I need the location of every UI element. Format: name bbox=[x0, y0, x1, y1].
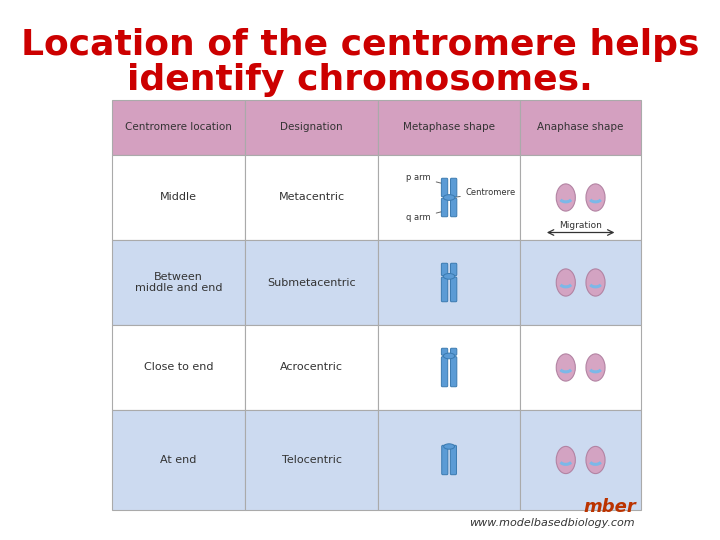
FancyBboxPatch shape bbox=[520, 325, 642, 410]
FancyBboxPatch shape bbox=[378, 240, 520, 325]
FancyBboxPatch shape bbox=[441, 356, 448, 387]
FancyBboxPatch shape bbox=[451, 198, 456, 217]
Text: Centromere: Centromere bbox=[455, 188, 516, 197]
FancyBboxPatch shape bbox=[441, 348, 448, 355]
Text: Centromere location: Centromere location bbox=[125, 123, 232, 132]
Text: p arm: p arm bbox=[406, 173, 444, 184]
FancyBboxPatch shape bbox=[520, 155, 642, 240]
FancyBboxPatch shape bbox=[441, 198, 448, 217]
Text: Submetacentric: Submetacentric bbox=[267, 278, 356, 287]
Text: Close to end: Close to end bbox=[144, 362, 213, 373]
Text: mber: mber bbox=[583, 498, 636, 516]
Ellipse shape bbox=[586, 184, 605, 211]
Ellipse shape bbox=[557, 354, 575, 381]
Text: Location of the centromere helps: Location of the centromere helps bbox=[21, 28, 699, 62]
Text: Acrocentric: Acrocentric bbox=[280, 362, 343, 373]
FancyBboxPatch shape bbox=[441, 263, 448, 275]
FancyBboxPatch shape bbox=[441, 178, 448, 197]
FancyBboxPatch shape bbox=[520, 410, 642, 510]
Ellipse shape bbox=[557, 269, 575, 296]
FancyBboxPatch shape bbox=[442, 446, 448, 475]
Ellipse shape bbox=[586, 269, 605, 296]
Ellipse shape bbox=[444, 353, 455, 359]
Ellipse shape bbox=[557, 447, 575, 474]
Ellipse shape bbox=[586, 354, 605, 381]
FancyBboxPatch shape bbox=[112, 155, 245, 240]
Ellipse shape bbox=[444, 194, 455, 200]
FancyBboxPatch shape bbox=[450, 446, 456, 475]
FancyBboxPatch shape bbox=[451, 263, 456, 275]
Ellipse shape bbox=[444, 444, 454, 449]
Text: Middle: Middle bbox=[160, 192, 197, 202]
FancyBboxPatch shape bbox=[245, 240, 378, 325]
Text: identify chromosomes.: identify chromosomes. bbox=[127, 63, 593, 97]
FancyBboxPatch shape bbox=[245, 155, 378, 240]
FancyBboxPatch shape bbox=[378, 325, 520, 410]
FancyBboxPatch shape bbox=[112, 410, 245, 510]
FancyBboxPatch shape bbox=[378, 100, 520, 155]
Text: Metacentric: Metacentric bbox=[279, 192, 345, 202]
Text: Migration: Migration bbox=[559, 220, 602, 230]
FancyBboxPatch shape bbox=[451, 348, 456, 355]
FancyBboxPatch shape bbox=[520, 100, 642, 155]
FancyBboxPatch shape bbox=[112, 240, 245, 325]
Ellipse shape bbox=[586, 447, 605, 474]
FancyBboxPatch shape bbox=[245, 325, 378, 410]
FancyBboxPatch shape bbox=[451, 277, 456, 302]
Text: Telocentric: Telocentric bbox=[282, 455, 342, 465]
Text: www.modelbasedbiology.com: www.modelbasedbiology.com bbox=[469, 518, 635, 528]
Text: q arm: q arm bbox=[406, 211, 444, 222]
FancyBboxPatch shape bbox=[112, 100, 245, 155]
FancyBboxPatch shape bbox=[245, 410, 378, 510]
Text: Between
middle and end: Between middle and end bbox=[135, 272, 222, 293]
Text: At end: At end bbox=[161, 455, 197, 465]
FancyBboxPatch shape bbox=[451, 178, 456, 197]
FancyBboxPatch shape bbox=[245, 100, 378, 155]
Ellipse shape bbox=[557, 184, 575, 211]
Text: Designation: Designation bbox=[280, 123, 343, 132]
FancyBboxPatch shape bbox=[441, 277, 448, 302]
FancyBboxPatch shape bbox=[378, 410, 520, 510]
FancyBboxPatch shape bbox=[451, 356, 456, 387]
Text: Metaphase shape: Metaphase shape bbox=[403, 123, 495, 132]
FancyBboxPatch shape bbox=[520, 240, 642, 325]
FancyBboxPatch shape bbox=[378, 155, 520, 240]
Text: Anaphase shape: Anaphase shape bbox=[537, 123, 624, 132]
Ellipse shape bbox=[444, 274, 455, 279]
FancyBboxPatch shape bbox=[112, 325, 245, 410]
